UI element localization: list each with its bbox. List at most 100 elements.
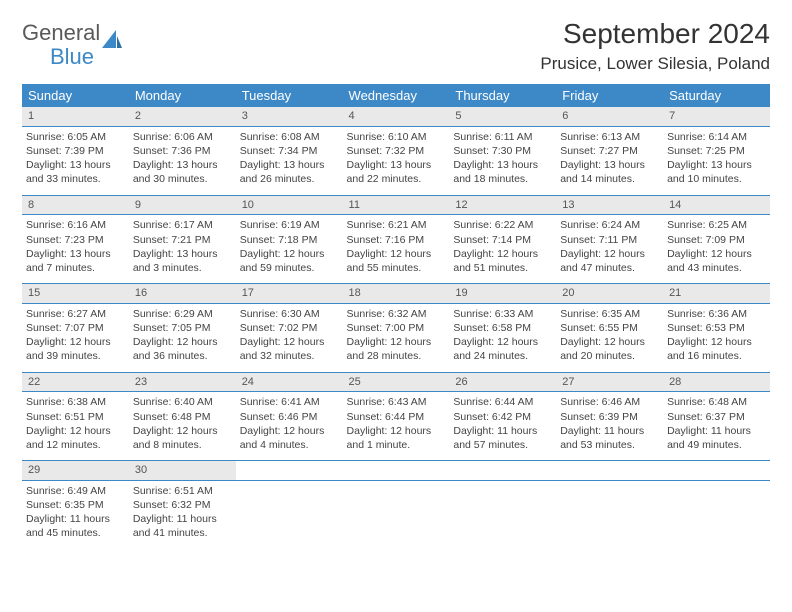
daylight-text: and 51 minutes. [453,261,552,275]
dow-header: Tuesday [236,84,343,107]
sunrise-text: Sunrise: 6:33 AM [453,307,552,321]
sunrise-text: Sunrise: 6:06 AM [133,130,232,144]
day-cell: Sunrise: 6:38 AMSunset: 6:51 PMDaylight:… [22,392,129,461]
daylight-text: and 39 minutes. [26,349,125,363]
daylight-text: Daylight: 12 hours [240,424,339,438]
day-number: 12 [449,195,556,215]
daylight-text: and 28 minutes. [347,349,446,363]
day-number: 8 [22,195,129,215]
daylight-text: and 14 minutes. [560,172,659,186]
day-cell [236,480,343,548]
daylight-text: and 45 minutes. [26,526,125,540]
day-cell [556,480,663,548]
daylight-text: and 26 minutes. [240,172,339,186]
sunrise-text: Sunrise: 6:46 AM [560,395,659,409]
sunset-text: Sunset: 7:32 PM [347,144,446,158]
daylight-text: Daylight: 11 hours [133,512,232,526]
sunrise-text: Sunrise: 6:08 AM [240,130,339,144]
daylight-text: Daylight: 11 hours [26,512,125,526]
daylight-text: Daylight: 12 hours [240,335,339,349]
daylight-text: Daylight: 11 hours [453,424,552,438]
day-number: 17 [236,284,343,304]
daylight-text: and 7 minutes. [26,261,125,275]
dow-header: Sunday [22,84,129,107]
daylight-text: Daylight: 12 hours [560,247,659,261]
logo-blue: Blue [50,48,122,67]
sunset-text: Sunset: 7:21 PM [133,233,232,247]
day-number: 5 [449,107,556,126]
calendar-table: SundayMondayTuesdayWednesdayThursdayFrid… [22,84,770,549]
daylight-text: Daylight: 11 hours [560,424,659,438]
sunset-text: Sunset: 6:46 PM [240,410,339,424]
sunset-text: Sunset: 7:18 PM [240,233,339,247]
sunset-text: Sunset: 7:30 PM [453,144,552,158]
day-cell: Sunrise: 6:05 AMSunset: 7:39 PMDaylight:… [22,126,129,195]
sunrise-text: Sunrise: 6:11 AM [453,130,552,144]
day-cell [663,480,770,548]
sunrise-text: Sunrise: 6:14 AM [667,130,766,144]
day-number [556,461,663,481]
logo-sail-icon [102,30,122,48]
day-number: 22 [22,372,129,392]
content-row: Sunrise: 6:49 AMSunset: 6:35 PMDaylight:… [22,480,770,548]
day-number: 10 [236,195,343,215]
daylight-text: and 10 minutes. [667,172,766,186]
sunset-text: Sunset: 6:42 PM [453,410,552,424]
day-number: 16 [129,284,236,304]
day-cell: Sunrise: 6:29 AMSunset: 7:05 PMDaylight:… [129,303,236,372]
daylight-text: Daylight: 12 hours [133,335,232,349]
sunrise-text: Sunrise: 6:13 AM [560,130,659,144]
daylight-text: Daylight: 12 hours [26,424,125,438]
dow-header: Monday [129,84,236,107]
day-number: 7 [663,107,770,126]
daylight-text: and 24 minutes. [453,349,552,363]
daynum-row: 891011121314 [22,195,770,215]
daylight-text: Daylight: 11 hours [667,424,766,438]
daylight-text: and 22 minutes. [347,172,446,186]
day-number: 28 [663,372,770,392]
calendar-header-row: SundayMondayTuesdayWednesdayThursdayFrid… [22,84,770,107]
sunrise-text: Sunrise: 6:49 AM [26,484,125,498]
sunrise-text: Sunrise: 6:44 AM [453,395,552,409]
daylight-text: and 12 minutes. [26,438,125,452]
day-cell: Sunrise: 6:22 AMSunset: 7:14 PMDaylight:… [449,215,556,284]
day-number: 27 [556,372,663,392]
daylight-text: Daylight: 12 hours [667,335,766,349]
month-title: September 2024 [540,18,770,50]
daylight-text: and 49 minutes. [667,438,766,452]
sunrise-text: Sunrise: 6:30 AM [240,307,339,321]
sunrise-text: Sunrise: 6:41 AM [240,395,339,409]
day-cell: Sunrise: 6:25 AMSunset: 7:09 PMDaylight:… [663,215,770,284]
day-number: 2 [129,107,236,126]
sunrise-text: Sunrise: 6:16 AM [26,218,125,232]
day-cell: Sunrise: 6:17 AMSunset: 7:21 PMDaylight:… [129,215,236,284]
day-cell: Sunrise: 6:13 AMSunset: 7:27 PMDaylight:… [556,126,663,195]
sunset-text: Sunset: 6:35 PM [26,498,125,512]
daynum-row: 15161718192021 [22,284,770,304]
sunrise-text: Sunrise: 6:05 AM [26,130,125,144]
dow-header: Friday [556,84,663,107]
daylight-text: and 20 minutes. [560,349,659,363]
day-number: 24 [236,372,343,392]
day-number: 20 [556,284,663,304]
sunset-text: Sunset: 7:36 PM [133,144,232,158]
header: General Blue September 2024 Prusice, Low… [22,18,770,74]
day-cell: Sunrise: 6:49 AMSunset: 6:35 PMDaylight:… [22,480,129,548]
daylight-text: Daylight: 13 hours [560,158,659,172]
sunset-text: Sunset: 6:37 PM [667,410,766,424]
day-number: 25 [343,372,450,392]
day-cell: Sunrise: 6:19 AMSunset: 7:18 PMDaylight:… [236,215,343,284]
day-number: 6 [556,107,663,126]
sunset-text: Sunset: 7:09 PM [667,233,766,247]
day-number: 4 [343,107,450,126]
sunset-text: Sunset: 7:39 PM [26,144,125,158]
dow-header: Saturday [663,84,770,107]
day-number: 3 [236,107,343,126]
day-cell: Sunrise: 6:32 AMSunset: 7:00 PMDaylight:… [343,303,450,372]
daynum-row: 1234567 [22,107,770,126]
day-number: 18 [343,284,450,304]
sunset-text: Sunset: 7:11 PM [560,233,659,247]
day-cell: Sunrise: 6:08 AMSunset: 7:34 PMDaylight:… [236,126,343,195]
content-row: Sunrise: 6:38 AMSunset: 6:51 PMDaylight:… [22,392,770,461]
daylight-text: Daylight: 12 hours [453,247,552,261]
